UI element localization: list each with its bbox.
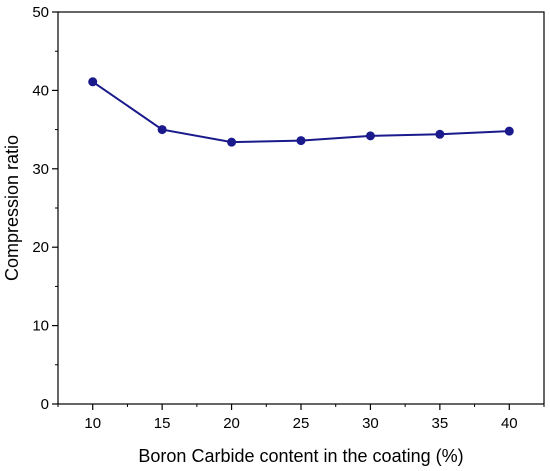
- y-axis-title: Compression ratio: [2, 135, 22, 281]
- data-point: [227, 137, 237, 147]
- series-layer: [88, 77, 514, 147]
- data-point: [88, 77, 98, 87]
- x-tick-label: 25: [293, 415, 310, 432]
- x-axis: 10 15 20 25 30 35 40: [57, 404, 545, 432]
- y-tick-label: 30: [32, 161, 49, 178]
- y-tick-label: 50: [32, 4, 49, 21]
- plot-area-frame: [57, 11, 545, 405]
- x-tick-label: 35: [432, 415, 449, 432]
- data-point: [365, 131, 375, 141]
- x-tick-label: 15: [154, 415, 171, 432]
- y-tick-label: 40: [32, 82, 49, 99]
- y-axis: 0 10 20 30 40 50: [32, 4, 58, 413]
- data-point: [296, 136, 306, 146]
- y-tick-label: 10: [32, 318, 49, 335]
- x-tick-label: 40: [501, 415, 518, 432]
- data-point: [435, 129, 445, 139]
- data-point: [157, 125, 167, 135]
- series-line: [92, 80, 510, 144]
- data-point: [504, 126, 514, 136]
- x-tick-label: 20: [223, 415, 240, 432]
- x-axis-title: Boron Carbide content in the coating (%): [138, 446, 463, 466]
- y-tick-label: 0: [41, 396, 49, 413]
- y-tick-label: 20: [32, 239, 49, 256]
- x-tick-label: 30: [362, 415, 379, 432]
- x-tick-label: 10: [84, 415, 101, 432]
